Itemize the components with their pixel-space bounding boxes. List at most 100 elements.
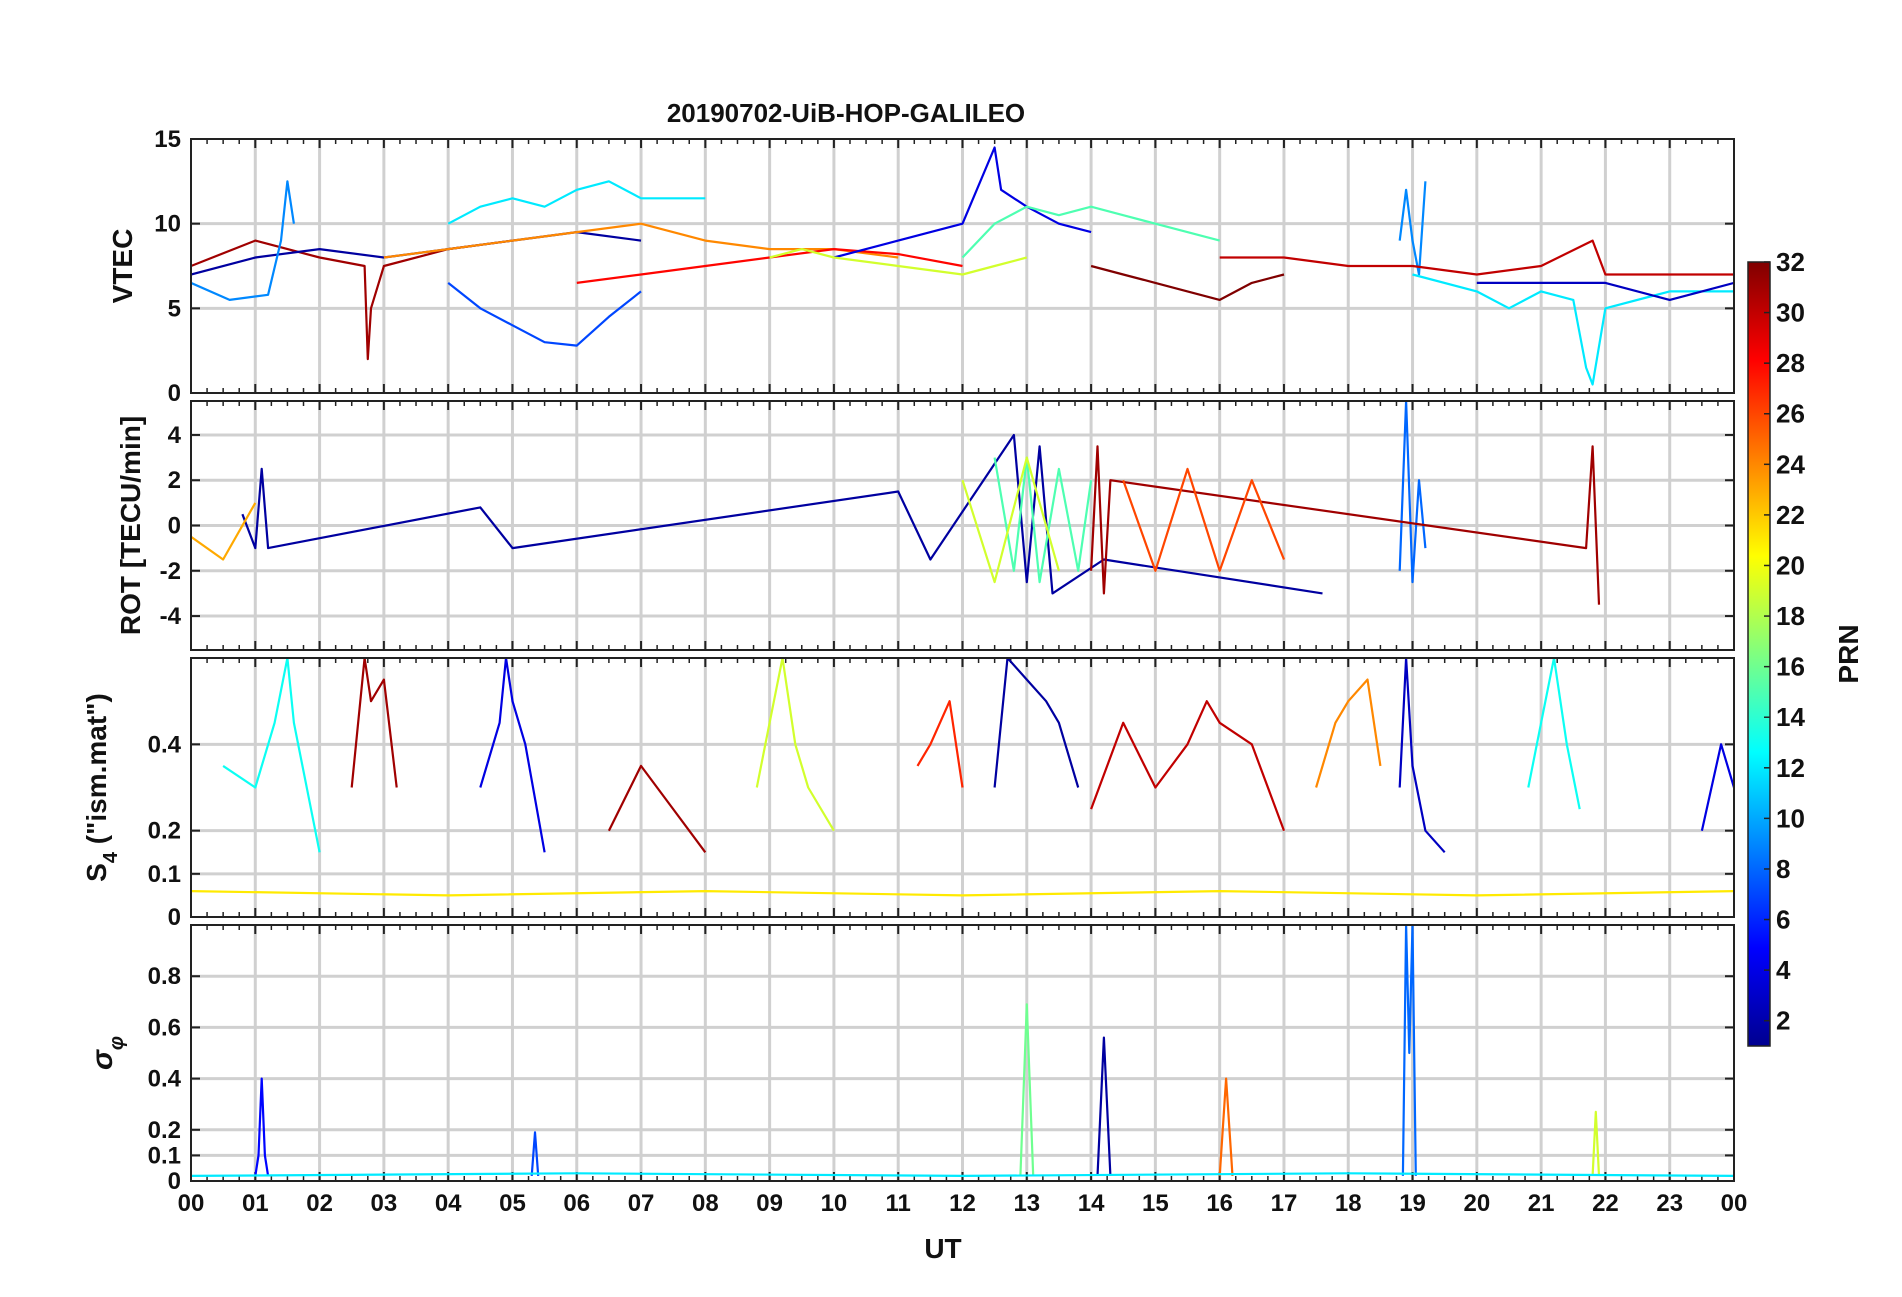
y-tick-label: -2 — [160, 558, 181, 585]
y-tick-label: 0.2 — [148, 818, 181, 845]
series-line-prn-19 — [961, 456, 1060, 584]
colorbar-tick-label: 2 — [1776, 1006, 1790, 1036]
series-line-prn-21 — [191, 889, 1734, 897]
y-axis-label: S4 ("ism.mat") — [81, 693, 122, 882]
x-tick-label: 06 — [563, 1190, 590, 1217]
series-line-prn-2 — [241, 433, 1323, 595]
series-line-prn-7 — [530, 1131, 540, 1176]
x-tick-label: 01 — [242, 1190, 269, 1217]
panel-sigma_phi: 00 01 02 03 04 05 06 07 08 09 10 11 12 13 14 15 16 17 18 19… — [86, 924, 1747, 1217]
x-tick-label: 13 — [1013, 1190, 1040, 1217]
x-tick-label: 14 — [1078, 1190, 1105, 1217]
series-line-prn-12 — [1412, 273, 1734, 386]
x-tick-label: 22 — [1592, 1190, 1619, 1217]
series-line-prn-4 — [833, 146, 1092, 259]
colorbar-tick-label: 22 — [1776, 500, 1805, 530]
y-tick-label: -4 — [160, 603, 182, 630]
panel-s4: 0 0.1 0.2 0.4 S4 ("ism.mat") — [81, 657, 1735, 931]
colorbar-tick-label: 28 — [1776, 348, 1805, 378]
x-tick-label: 15 — [1142, 1190, 1169, 1217]
series-line-prn-27 — [916, 700, 964, 788]
series-line-prn-30 — [1219, 239, 1734, 276]
colorbar-tick-label: 10 — [1776, 803, 1805, 833]
colorbar-label: PRN — [1833, 624, 1864, 683]
colorbar-tick-label: 4 — [1776, 955, 1791, 985]
series-line-prn-19 — [769, 248, 1028, 276]
x-tick-label: 00 — [178, 1190, 205, 1217]
series-group — [191, 146, 1734, 386]
series-line-prn-31 — [191, 239, 513, 361]
x-tick-label: 04 — [435, 1190, 462, 1217]
x-tick-label: 05 — [499, 1190, 526, 1217]
colorbar-tick-label: 14 — [1776, 702, 1805, 732]
colorbar-tick-label: 26 — [1776, 399, 1805, 429]
series-line-prn-24 — [1315, 678, 1382, 788]
y-tick-label: 0.1 — [148, 861, 181, 888]
x-tick-label: 02 — [306, 1190, 333, 1217]
colorbar-tick-label: 32 — [1776, 247, 1805, 277]
x-tick-label: 19 — [1399, 1190, 1426, 1217]
series-line-prn-31 — [607, 764, 707, 853]
series-line-prn-31 — [350, 658, 398, 788]
series-line-prn-2 — [993, 658, 1080, 788]
series-line-prn-4 — [1700, 743, 1734, 831]
x-tick-label: 20 — [1463, 1190, 1490, 1217]
series-line-prn-24 — [383, 222, 899, 259]
series-line-prn-12 — [191, 1172, 1734, 1178]
y-tick-label: 2 — [168, 467, 181, 494]
y-tick-label: 0.8 — [148, 963, 181, 990]
colorbar-tick-label: 30 — [1776, 298, 1805, 328]
colorbar-tick-label: 8 — [1776, 854, 1790, 884]
axes-frame — [190, 138, 1735, 394]
series-line-prn-7 — [447, 282, 642, 347]
panel-rot: -4 -2 0 2 4 ROT [TECU/min] — [115, 400, 1735, 651]
y-tick-label: 0.2 — [148, 1117, 181, 1144]
series-line-prn-3 — [1398, 658, 1446, 854]
series-line-prn-15 — [993, 456, 1093, 584]
x-tick-label: 17 — [1271, 1190, 1298, 1217]
x-tick-label: 09 — [756, 1190, 783, 1217]
y-tick-label: 0 — [168, 380, 181, 407]
series-line-prn-31 — [1090, 445, 1601, 605]
axes-frame — [190, 924, 1735, 1182]
colorbar-gradient — [1747, 261, 1771, 1047]
y-tick-label: 0 — [168, 904, 181, 931]
series-line-prn-2 — [1096, 1036, 1112, 1176]
series-line-prn-8 — [1398, 401, 1427, 584]
series-line-prn-9 — [191, 180, 295, 301]
series-line-prn-23 — [191, 502, 257, 561]
x-tick-label: 08 — [692, 1190, 719, 1217]
x-tick-label: 11 — [886, 1190, 911, 1217]
y-axis-label: σφ — [86, 1036, 128, 1070]
series-line-prn-4 — [479, 658, 546, 853]
y-tick-label: 0 — [168, 513, 181, 540]
series-line-prn-13 — [1527, 658, 1581, 810]
series-line-prn-30 — [1090, 700, 1286, 832]
y-tick-label: 0.4 — [148, 1066, 182, 1093]
series-line-prn-12 — [447, 180, 706, 225]
y-tick-label: 0.6 — [148, 1014, 181, 1041]
chart-title: 20190702-UiB-HOP-GALILEO — [667, 98, 1025, 128]
y-tick-label: 0.4 — [148, 731, 182, 758]
y-tick-label: 4 — [168, 422, 182, 449]
y-tick-label: 0 — [168, 1168, 181, 1195]
series-line-prn-5 — [254, 1077, 270, 1177]
series-line-prn-13 — [222, 658, 321, 853]
y-tick-label: 5 — [168, 295, 181, 322]
panel-vtec: 0 5 10 15 VTEC — [107, 126, 1735, 407]
series-line-prn-26 — [1122, 467, 1286, 572]
series-group — [191, 925, 1734, 1178]
x-tick-label: 23 — [1656, 1190, 1683, 1217]
colorbar-tick-label: 18 — [1776, 601, 1805, 631]
series-group — [191, 401, 1601, 605]
x-tick-label: 07 — [628, 1190, 655, 1217]
colorbar-tick-label: 24 — [1776, 449, 1805, 479]
series-group — [191, 658, 1734, 897]
y-tick-label: 0.1 — [148, 1142, 181, 1169]
x-tick-label: 03 — [371, 1190, 398, 1217]
colorbar-tick-label: 12 — [1776, 753, 1805, 783]
